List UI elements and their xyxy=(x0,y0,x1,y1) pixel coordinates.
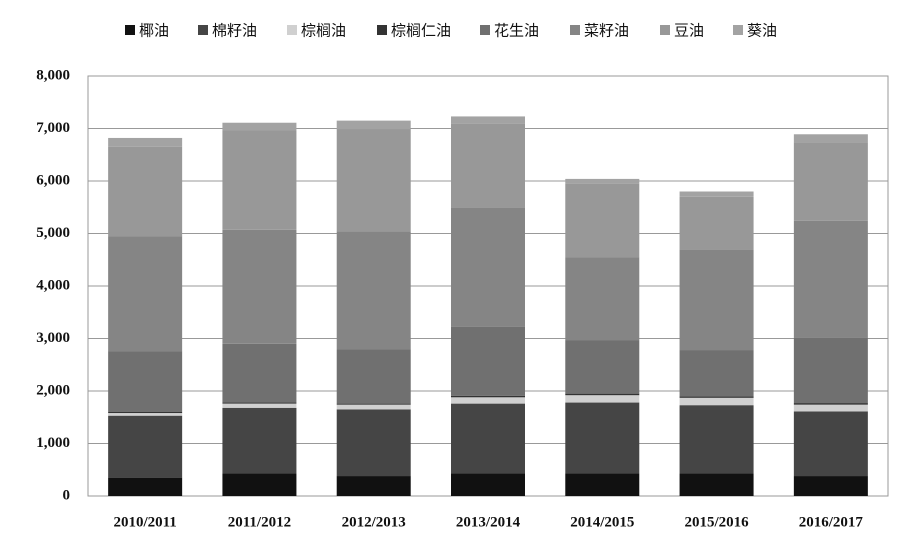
bar-segment xyxy=(679,397,754,406)
bar-segment xyxy=(108,351,183,412)
legend-swatch xyxy=(733,25,743,35)
bar-segment xyxy=(108,236,183,352)
x-tick-label: 2015/2016 xyxy=(684,514,749,530)
x-tick-label: 2013/2014 xyxy=(456,514,521,530)
bar-segment xyxy=(336,404,411,410)
bar-segment xyxy=(679,396,754,398)
bar-segment xyxy=(793,337,868,404)
bar-segment xyxy=(451,397,525,404)
bar-segment xyxy=(793,142,868,221)
x-tick-label: 2016/2017 xyxy=(799,514,864,530)
legend-label: 椰油 xyxy=(139,22,169,40)
bar-segment xyxy=(222,403,297,408)
bar-segment xyxy=(793,411,868,477)
bar-segment xyxy=(565,473,640,496)
bar-segment xyxy=(336,476,411,496)
bar-segment xyxy=(336,409,411,477)
legend-swatch xyxy=(287,25,297,35)
bar-segment xyxy=(451,403,525,474)
bar-segment xyxy=(336,403,411,405)
bar-segment xyxy=(451,395,525,398)
bar-segment xyxy=(679,249,754,351)
legend-swatch xyxy=(570,25,580,35)
bar-segment xyxy=(793,476,868,496)
y-tick-label: 6,000 xyxy=(36,172,70,188)
bar-segment xyxy=(222,407,297,474)
bar-segment xyxy=(679,405,754,474)
legend-swatch xyxy=(660,25,670,35)
legend-label: 棕榈仁油 xyxy=(391,22,451,40)
legend-swatch xyxy=(198,25,208,35)
bar-segment xyxy=(793,134,868,143)
legend-swatch xyxy=(480,25,490,35)
bar-segment xyxy=(222,343,297,403)
bar-segment xyxy=(565,402,640,474)
legend-label: 棉籽油 xyxy=(212,22,257,40)
bar-segment xyxy=(793,403,868,405)
bar-segment xyxy=(451,207,525,327)
y-tick-label: 7,000 xyxy=(36,120,70,136)
bar-segment xyxy=(222,402,297,404)
bar-segment xyxy=(565,395,640,403)
bar-segment xyxy=(451,473,525,496)
y-tick-label: 1,000 xyxy=(36,435,70,451)
legend-label: 棕榈油 xyxy=(301,22,346,40)
bar-segment xyxy=(679,350,754,397)
bar-segment xyxy=(565,340,640,394)
bar-segment xyxy=(222,130,297,230)
bar-segment xyxy=(565,183,640,258)
bar-segment xyxy=(108,137,183,147)
y-tick-label: 3,000 xyxy=(36,330,70,346)
bar-segment xyxy=(222,122,297,131)
bar-segment xyxy=(565,178,640,184)
y-tick-label: 2,000 xyxy=(36,382,70,398)
bar-segment xyxy=(451,123,525,208)
legend-label: 豆油 xyxy=(674,22,704,40)
bar-segment xyxy=(108,412,183,414)
x-tick-label: 2014/2015 xyxy=(570,514,634,530)
bar-segment xyxy=(108,415,183,478)
bar-segment xyxy=(222,229,297,344)
bar-segment xyxy=(565,393,640,396)
legend-swatch xyxy=(125,25,135,35)
bar-segment xyxy=(336,129,411,232)
bar-segment xyxy=(108,477,183,496)
bar-segment xyxy=(336,231,411,350)
bar-segment xyxy=(565,257,640,341)
y-tick-label: 4,000 xyxy=(36,277,70,293)
bar-segment xyxy=(222,473,297,496)
bar-segment xyxy=(793,404,868,412)
y-tick-label: 0 xyxy=(63,487,71,503)
legend-swatch xyxy=(377,25,387,35)
legend-label: 菜籽油 xyxy=(584,22,629,40)
bar-segment xyxy=(451,326,525,396)
x-tick-label: 2010/2011 xyxy=(113,514,176,530)
bar-segment xyxy=(108,146,183,237)
y-tick-label: 5,000 xyxy=(36,225,70,241)
bar-segment xyxy=(336,349,411,404)
bar-segment xyxy=(679,473,754,496)
y-tick-label: 8,000 xyxy=(36,67,70,83)
bar-segment xyxy=(108,413,183,416)
bar-segment xyxy=(336,120,411,130)
bar-segment xyxy=(451,116,525,124)
x-tick-label: 2011/2012 xyxy=(228,514,291,530)
bar-segment xyxy=(793,220,868,338)
legend-label: 花生油 xyxy=(494,22,539,40)
x-tick-label: 2012/2013 xyxy=(342,514,406,530)
legend-label: 葵油 xyxy=(747,22,777,40)
bar-segment xyxy=(679,196,754,250)
bar-segment xyxy=(679,191,754,197)
